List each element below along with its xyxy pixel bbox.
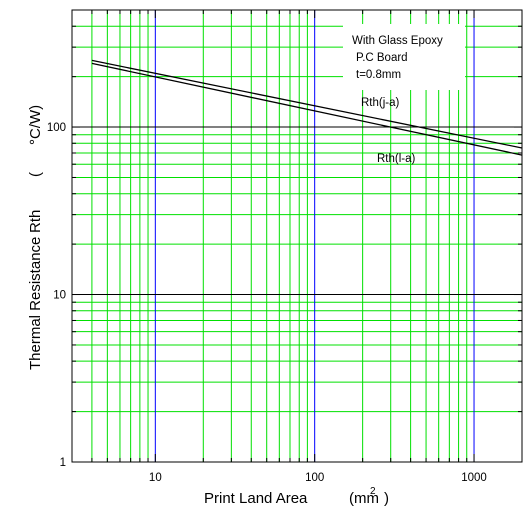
series-line-rth-ja bbox=[91, 59, 523, 149]
tick-labels: 10 100 1000 1 10 100 bbox=[47, 122, 487, 484]
series-line-rth-la bbox=[91, 62, 523, 156]
annotation-box bbox=[343, 24, 465, 90]
y-axis-symbol: Rth bbox=[27, 210, 44, 233]
x-tick-label: 100 bbox=[305, 472, 324, 484]
annotation-line-2: P.C Board bbox=[356, 52, 408, 64]
y-axis-label: Thermal Resistance bbox=[27, 237, 44, 370]
x-axis-unit-superscript: 2 bbox=[370, 486, 376, 497]
y-tick-label: 1 bbox=[60, 457, 66, 469]
y-axis-label-group: Thermal Resistance Rth ( °C/W) bbox=[27, 105, 44, 370]
series-layer bbox=[91, 59, 523, 156]
x-axis-unit: (mm bbox=[349, 490, 379, 507]
y-tick-label: 100 bbox=[47, 122, 66, 134]
plot-frame bbox=[71, 9, 523, 463]
annotation-line-1: With Glass Epoxy bbox=[352, 35, 443, 47]
x-axis-unit-close: ) bbox=[384, 490, 389, 507]
y-axis-unit: °C/W) bbox=[27, 105, 44, 145]
major-gridlines bbox=[72, 10, 522, 462]
series-label-rth-la: Rth(l-a) bbox=[377, 153, 416, 165]
y-axis-unit-open: ( bbox=[27, 172, 44, 177]
x-tick-label: 1000 bbox=[461, 472, 487, 484]
annotation-line-3: t=0.8mm bbox=[356, 69, 401, 81]
x-tick-label: 10 bbox=[149, 472, 162, 484]
y-tick-label: 10 bbox=[53, 290, 66, 302]
x-axis-label: Print Land Area bbox=[204, 490, 308, 507]
series-label-rth-ja: Rth(j-a) bbox=[361, 97, 400, 109]
axis-ticks bbox=[71, 9, 523, 463]
